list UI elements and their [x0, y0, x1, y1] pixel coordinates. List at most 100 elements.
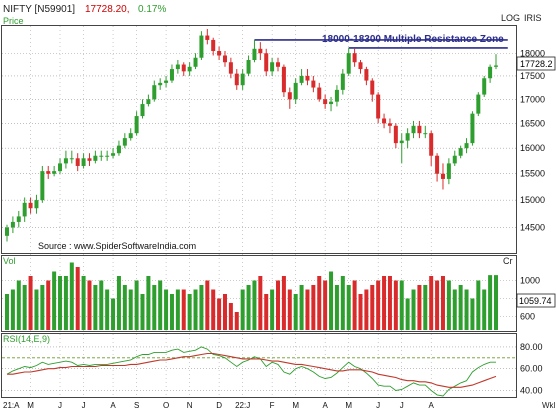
volume-bar — [299, 285, 304, 330]
x-tick-label: F — [270, 401, 275, 410]
scale-mode-label[interactable]: LOG — [501, 13, 520, 23]
volume-bar — [10, 289, 15, 330]
volume-bar — [40, 285, 45, 330]
volume-bar — [34, 289, 39, 330]
candle-body — [405, 133, 410, 141]
volume-bar — [146, 276, 151, 330]
resistance-lines — [254, 39, 508, 49]
price-panel-frame — [1, 25, 517, 254]
volume-bar — [193, 289, 198, 330]
source-text: Source : www.SpiderSoftwareIndia.com — [38, 241, 196, 251]
candle-body — [116, 145, 121, 154]
volume-bar — [293, 294, 298, 330]
volume-bar — [352, 280, 357, 330]
rsi-tick-label: 80.00 — [520, 342, 543, 352]
volume-bar — [429, 276, 434, 330]
volume-bar — [423, 285, 428, 330]
candle-body — [205, 35, 210, 40]
x-tick-label: O — [163, 401, 169, 410]
x-tick-label: A — [429, 401, 435, 410]
candle-body — [46, 171, 51, 174]
candle-body — [258, 48, 263, 54]
volume-bar — [199, 285, 204, 330]
volume-bar — [46, 280, 51, 330]
volume-bar — [346, 285, 351, 330]
candle-body — [364, 69, 369, 81]
candle-body — [75, 158, 80, 166]
candle-body — [193, 57, 198, 67]
candle-body — [317, 87, 322, 100]
x-tick-label: J — [58, 401, 62, 410]
candle-body — [52, 171, 57, 174]
volume-bar — [323, 280, 328, 330]
candle-body — [111, 153, 116, 156]
candle-body — [134, 116, 139, 134]
volume-bar — [28, 276, 33, 330]
candle-body — [435, 155, 440, 174]
price-tick-label: 15500 — [520, 169, 545, 179]
volume-bar — [446, 280, 451, 330]
volume-bar — [164, 289, 169, 330]
volume-bars — [5, 262, 498, 330]
candle-body — [69, 158, 74, 160]
volume-bar — [452, 289, 457, 330]
x-tick-label: J — [82, 401, 86, 410]
rsi-axis-ticks: 40.00 60.00 80.00 — [520, 342, 543, 396]
candle-body — [164, 80, 169, 83]
x-tick-label: J — [400, 401, 404, 410]
candle-body — [329, 101, 334, 105]
x-tick-label: M — [292, 401, 299, 410]
volume-bar — [93, 285, 98, 330]
volume-unit: Cr — [503, 256, 513, 266]
candle-body — [252, 48, 257, 60]
candle-body — [5, 227, 9, 236]
volume-label: Vol — [3, 256, 16, 266]
last-price: 17728.20, — [85, 4, 130, 15]
volume-bar — [270, 289, 275, 330]
price-tick-label: 18000 — [520, 48, 545, 58]
price-tick-label: 17500 — [520, 71, 545, 81]
price-tick-label: 16500 — [520, 118, 545, 128]
candle-body — [482, 78, 487, 95]
volume-bar — [334, 285, 339, 330]
candle-body — [140, 104, 145, 117]
rsi-label: RSI(14,E,9) — [3, 334, 50, 344]
candle-body — [311, 80, 316, 88]
candle-body — [417, 125, 422, 134]
volume-bar — [152, 285, 157, 330]
volume-bar — [399, 280, 404, 330]
volume-bar — [81, 276, 86, 330]
volume-bar — [140, 294, 145, 330]
candle-body — [228, 62, 233, 74]
volume-bar — [311, 285, 316, 330]
candle-body — [393, 125, 398, 144]
candle-body — [16, 216, 21, 222]
price-tick-label: 16000 — [520, 143, 545, 153]
x-tick-label: A — [110, 401, 116, 410]
candle-body — [222, 55, 227, 63]
rsi-tick-label: 40.00 — [520, 386, 543, 396]
volume-bar — [22, 285, 27, 330]
candle-body — [452, 155, 457, 164]
rsi-signal-line — [7, 352, 497, 388]
price-gridlines — [2, 52, 516, 228]
iris-label[interactable]: IRIS — [524, 13, 542, 23]
volume-bar — [281, 276, 286, 330]
volume-bar — [287, 289, 292, 330]
candle-body — [264, 53, 269, 72]
candle-body — [22, 202, 27, 217]
candle-body — [158, 82, 163, 86]
volume-bar — [435, 280, 440, 330]
candlesticks — [5, 29, 498, 242]
volume-bar — [99, 280, 104, 330]
x-tick-label: N — [187, 401, 193, 410]
candle-body — [276, 62, 281, 67]
volume-bar — [205, 280, 210, 330]
volume-bar — [340, 276, 345, 330]
volume-bar — [411, 289, 416, 330]
volume-bar — [234, 312, 239, 330]
volume-bar — [105, 289, 110, 330]
volume-bar — [217, 298, 222, 330]
rsi-lines — [6, 346, 497, 397]
volume-bar — [464, 289, 469, 330]
